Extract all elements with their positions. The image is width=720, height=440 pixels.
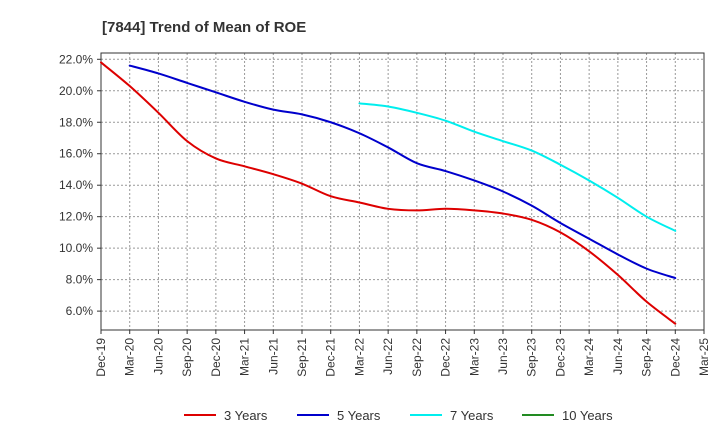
x-tick-label: Mar-21 — [238, 338, 252, 376]
x-tick-label: Sep-22 — [410, 338, 424, 377]
plot-area — [100, 52, 705, 331]
x-tick-label: Dec-22 — [439, 338, 453, 377]
legend-label-10-years: 10 Years — [562, 408, 613, 423]
legend-label-3-years: 3 Years — [224, 408, 268, 423]
plot-border — [100, 52, 705, 331]
plot-background — [101, 53, 704, 330]
x-tick-label: Jun-23 — [496, 338, 510, 375]
x-tick-label: Dec-24 — [668, 338, 682, 377]
x-tick-label: Jun-22 — [381, 338, 395, 375]
x-tick-label: Mar-22 — [352, 338, 366, 376]
x-tick-label: Sep-23 — [525, 338, 539, 377]
legend: 3 Years 5 Years 7 Years 10 Years — [184, 408, 613, 423]
series-line-3-years — [100, 61, 677, 325]
y-tick-label: 18.0% — [59, 115, 93, 129]
x-tick-label: Sep-24 — [640, 338, 654, 377]
x-tick-label: Jun-21 — [266, 338, 280, 375]
x-tick-label: Dec-21 — [324, 338, 338, 377]
x-tick-label: Dec-19 — [94, 338, 108, 377]
legend-label-5-years: 5 Years — [337, 408, 381, 423]
y-tick-label: 16.0% — [59, 147, 93, 161]
x-tick-label: Mar-20 — [123, 338, 137, 376]
x-tick-label: Mar-24 — [582, 338, 596, 376]
x-tick-label: Sep-20 — [180, 338, 194, 377]
series-line-5-years — [128, 64, 677, 280]
x-tick-label: Dec-20 — [209, 338, 223, 377]
series-line-7-years — [358, 102, 677, 232]
series-lines — [100, 61, 677, 325]
x-tick-label: Sep-21 — [295, 338, 309, 377]
x-tick-label: Mar-25 — [697, 338, 711, 376]
y-tick-label: 12.0% — [59, 210, 93, 224]
y-tick-label: 14.0% — [59, 178, 93, 192]
x-tick-label: Jun-24 — [611, 338, 625, 375]
legend-label-7-years: 7 Years — [450, 408, 494, 423]
chart-title: [7844] Trend of Mean of ROE — [102, 19, 306, 36]
x-tick-label: Mar-23 — [467, 338, 481, 376]
y-tick-label: 10.0% — [59, 241, 93, 255]
y-tick-label: 22.0% — [59, 52, 93, 66]
y-tick-label: 6.0% — [66, 304, 94, 318]
y-tick-label: 8.0% — [66, 273, 94, 287]
y-axis: 6.0% 8.0% 10.0% 12.0% 14.0% 16.0% 18.0% 20.0% 22… — [59, 52, 101, 318]
x-tick-label: Dec-23 — [553, 338, 567, 377]
x-axis: Dec-19 Mar-20 Jun-20 Sep-20 Dec-20 Mar-21 Jun-… — [94, 330, 711, 377]
y-tick-label: 20.0% — [59, 84, 93, 98]
x-tick-label: Jun-20 — [151, 338, 165, 375]
